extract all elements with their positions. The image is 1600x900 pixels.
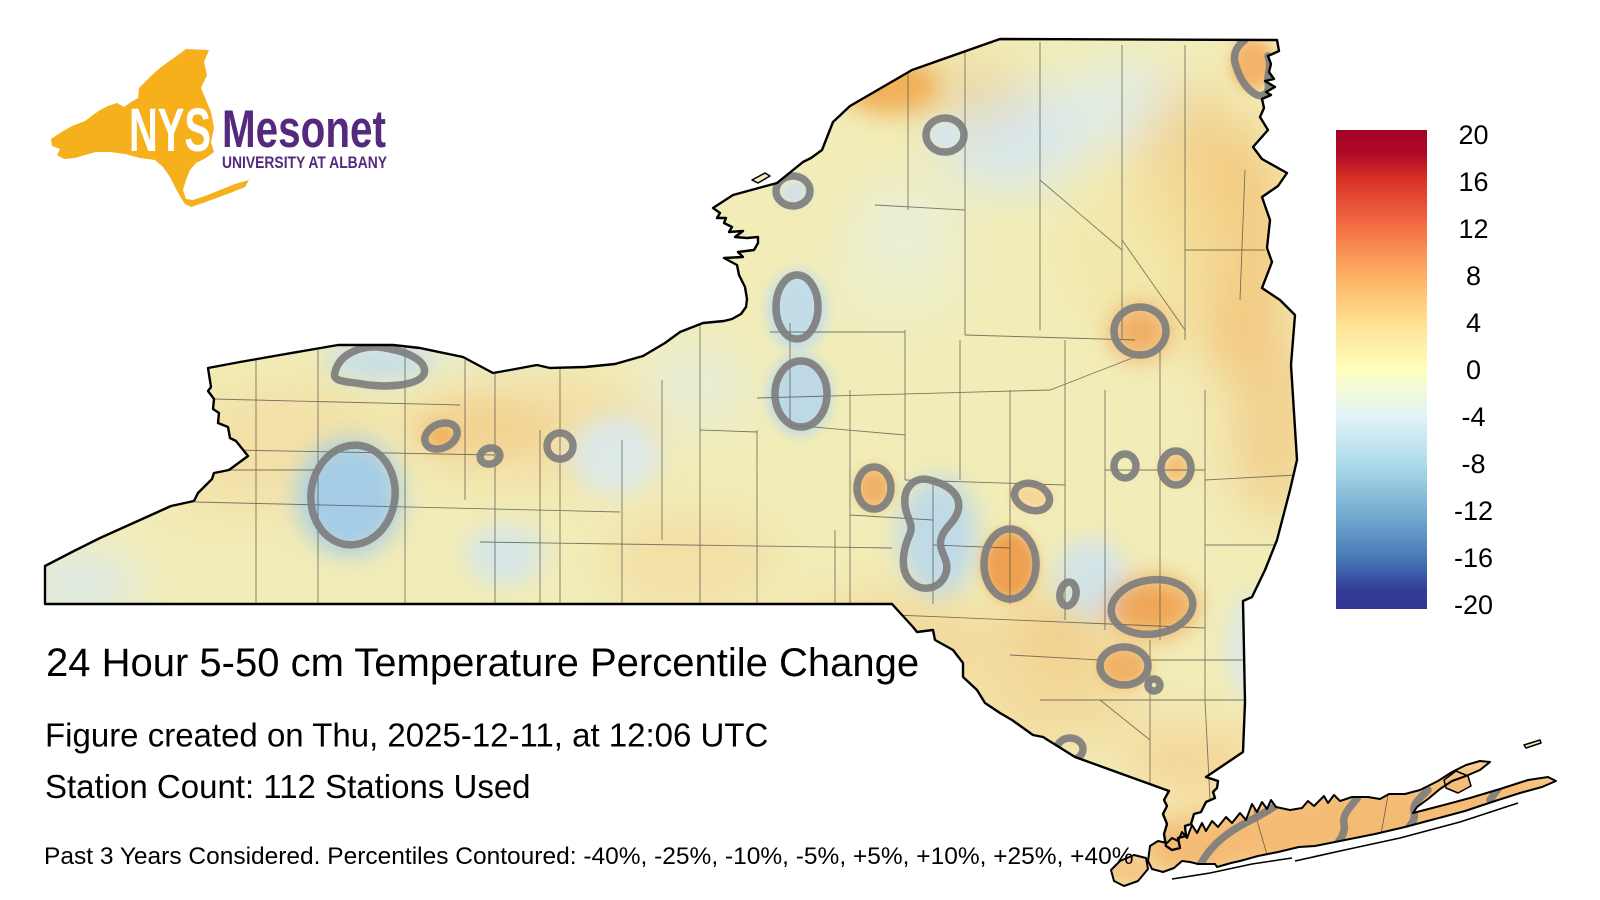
svg-text:-8: -8 <box>1461 449 1485 479</box>
svg-text:4: 4 <box>1466 308 1481 338</box>
svg-text:20: 20 <box>1458 120 1488 150</box>
svg-text:NYS: NYS <box>129 96 211 164</box>
svg-text:-12: -12 <box>1454 496 1493 526</box>
svg-text:Station Count: 112 Stations Us: Station Count: 112 Stations Used <box>45 768 531 805</box>
svg-text:-4: -4 <box>1461 402 1485 432</box>
svg-text:Past 3 Years Considered. Perce: Past 3 Years Considered. Percentiles Con… <box>44 843 1134 870</box>
svg-text:16: 16 <box>1458 167 1488 197</box>
svg-text:24 Hour 5-50 cm Temperature Pe: 24 Hour 5-50 cm Temperature Percentile C… <box>46 641 919 685</box>
svg-text:-20: -20 <box>1454 590 1493 620</box>
svg-text:0: 0 <box>1466 355 1481 385</box>
svg-text:Mesonet: Mesonet <box>222 100 386 159</box>
svg-text:UNIVERSITY AT ALBANY: UNIVERSITY AT ALBANY <box>222 153 388 172</box>
svg-text:Figure created on Thu, 2025-12: Figure created on Thu, 2025-12-11, at 12… <box>45 717 768 754</box>
svg-text:12: 12 <box>1458 214 1488 244</box>
svg-text:-16: -16 <box>1454 543 1493 573</box>
svg-text:8: 8 <box>1466 261 1481 291</box>
